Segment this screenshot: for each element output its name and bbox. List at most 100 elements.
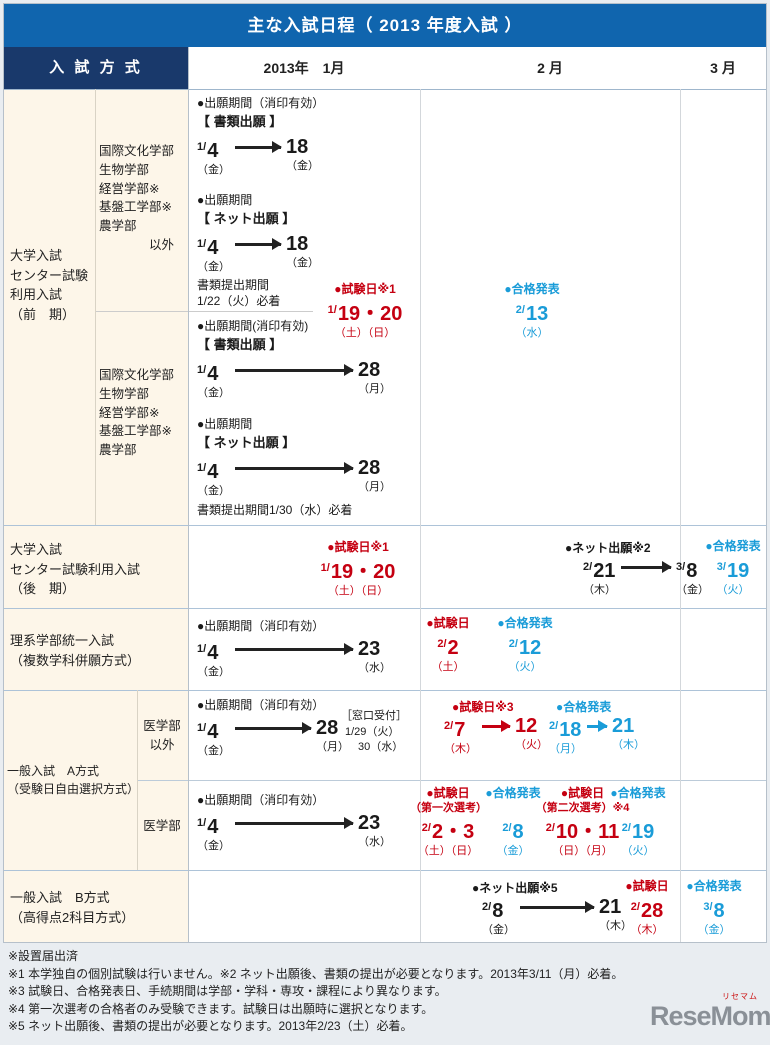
end-day: 8: [686, 560, 698, 582]
result-day: 19: [726, 560, 750, 582]
end-day: 28: [358, 457, 381, 479]
row5-label-general-b: 一般入試 B方式 （高得点2科目方式）: [10, 890, 135, 925]
end-date: 28 （月）: [316, 715, 349, 754]
row-label-column-background: [4, 89, 188, 942]
end-weekday: （木）: [612, 739, 645, 751]
end-weekday: （金）: [286, 160, 319, 172]
end-date: 18 （金）: [286, 134, 319, 173]
start-weekday: （木）: [444, 743, 477, 755]
arrow-icon: [235, 238, 282, 250]
start-month: 1/: [197, 817, 207, 829]
r2-exam-event: ●試験日※1 1/19・20 （土）（日）: [302, 540, 414, 598]
date-range: 1/4 （金） 28 （月）: [197, 455, 391, 498]
r4a-window-reception: ［窓口受付］ 1/29（火） 30（水）: [341, 709, 407, 756]
logo-text: ReseMom: [650, 1001, 770, 1031]
result-day: 8: [713, 900, 725, 922]
r2-result-event: ●合格発表 3/19 （火）: [702, 539, 764, 597]
arrow-icon: [235, 722, 312, 734]
start-day: 7: [454, 719, 466, 741]
end-date: 23 （水）: [358, 636, 391, 675]
start-day: 8: [492, 900, 504, 922]
page-title: 主な入試日程（ 2013 年度入試 ）: [4, 4, 766, 47]
resemom-logo: リセマム ReseMom: [650, 992, 770, 1045]
result-weekday: （金）: [697, 924, 731, 936]
event-title: ●試験日: [426, 786, 470, 800]
end-day: 28: [316, 717, 339, 739]
exam-month: 2/: [630, 901, 640, 913]
arrow-icon: [235, 817, 354, 829]
r5-exam-event: ●試験日 2/28 （木）: [614, 879, 680, 937]
end-day: 18: [286, 136, 309, 158]
start-date: 1/4 （金）: [197, 455, 230, 498]
arrow-icon: [587, 720, 608, 732]
footnotes: ※設置届出済 ※1 本学独自の個別試験は行いません。※2 ネット出願後、書類の提…: [8, 948, 758, 1036]
end-date: 28 （月）: [358, 357, 391, 396]
result-month: 3/: [703, 901, 713, 913]
event-title: ●試験日: [625, 879, 669, 893]
event-title: ●合格発表: [497, 616, 553, 630]
arrow-icon: [235, 462, 354, 474]
r1-exam-event: ●試験日※1 1/19・20 （土）（日）: [313, 282, 417, 340]
start-date: 1/4 （金）: [197, 636, 230, 679]
end-day: 12: [515, 715, 538, 737]
r4a-exam-title: ●試験日※3: [452, 700, 514, 714]
deadline-label: 書類提出期間: [197, 278, 270, 292]
footnote: ※5 ネット出願後、書類の提出が必要となります。2013年2/23（土）必着。: [8, 1019, 413, 1033]
event-subtitle: 【 書類出願 】: [197, 337, 283, 352]
r5-net-application-dates: 2/8 （金） 21 （木）: [482, 894, 632, 937]
event-title: ●合格発表: [686, 879, 742, 893]
start-month: 1/: [197, 141, 207, 153]
end-date: 18 （金）: [286, 231, 319, 270]
start-day: 4: [207, 363, 219, 385]
start-date: 1/4 （金）: [197, 810, 230, 853]
event-subtitle: 【 書類出願 】: [197, 114, 283, 129]
start-day: 21: [593, 560, 616, 582]
row4-sublabel-divider: [137, 690, 138, 870]
r1b-paper-application: ●出願期間(消印有効) 【 書類出願 】 1/4 （金） 28 （月）: [197, 318, 391, 400]
exam-day: 28: [640, 900, 664, 922]
start-day: 4: [207, 816, 219, 838]
end-date: 21 （木）: [599, 894, 632, 933]
r5-net-application-title: ●ネット出願※5: [472, 881, 558, 895]
exam-month: 2/: [421, 822, 431, 834]
r4a-exam-dates: 2/7 （木） 12 （火）: [444, 713, 548, 756]
start-date: 2/7 （木）: [444, 713, 477, 756]
end-date: 23 （水）: [358, 810, 391, 849]
r4b-application: ●出願期間（消印有効） 1/4 （金） 23 （水）: [197, 792, 391, 853]
start-weekday: （月）: [549, 743, 582, 755]
row4-row5-divider: [4, 870, 766, 871]
start-month: 1/: [197, 462, 207, 474]
result-day: 8: [512, 821, 524, 843]
result-weekday: （火）: [508, 661, 542, 673]
row4-label-general-a: 一般入試 A方式 （受験日自由選択方式）: [7, 764, 140, 796]
r1a-net-application: ●出願期間 【 ネット出願 】 1/4 （金） 18 （金）: [197, 192, 319, 274]
logo-wordmark: ReseMom: [650, 1001, 770, 1045]
result-month: 2/: [502, 822, 512, 834]
exam-month: 2/: [545, 822, 555, 834]
deadline-date: 1/22（火）必着: [197, 294, 281, 308]
event-title: ●試験日: [560, 786, 605, 800]
start-weekday: （金）: [197, 164, 230, 176]
row3-label-science-unified: 理系学部統一入試 （複数学科併願方式）: [10, 633, 141, 668]
arrow-icon: [482, 720, 511, 732]
start-weekday: （金）: [197, 840, 230, 852]
end-day: 23: [358, 812, 381, 834]
date-range: 1/4 （金） 28 （月）: [197, 715, 349, 758]
r1a-document-deadline: 書類提出期間 1/22（火）必着: [197, 277, 280, 309]
event-title: ●出願期間: [197, 193, 253, 207]
start-month: 1/: [197, 722, 207, 734]
result-weekday: （火）: [716, 584, 750, 596]
header-bottom-border: [4, 89, 766, 90]
label-column-divider: [188, 47, 189, 942]
result-weekday: （火）: [621, 845, 655, 857]
row4a-sublabel-non-medical: 医学部 以外: [143, 719, 181, 752]
event-title: ●試験日: [426, 616, 470, 630]
spacer: [606, 801, 670, 815]
start-date: 1/4 （金）: [197, 715, 230, 758]
r4b-first-result-event: ●合格発表 2/8 （金）: [482, 786, 544, 858]
event-title: ●出願期間（消印有効）: [197, 96, 325, 110]
start-weekday: （金）: [197, 387, 230, 399]
r1-result-event: ●合格発表 2/13 （水）: [490, 282, 574, 340]
event-title: ●合格発表: [610, 786, 666, 800]
row2-label-center-late: 大学入試 センター試験利用入試 （後 期）: [10, 542, 141, 596]
